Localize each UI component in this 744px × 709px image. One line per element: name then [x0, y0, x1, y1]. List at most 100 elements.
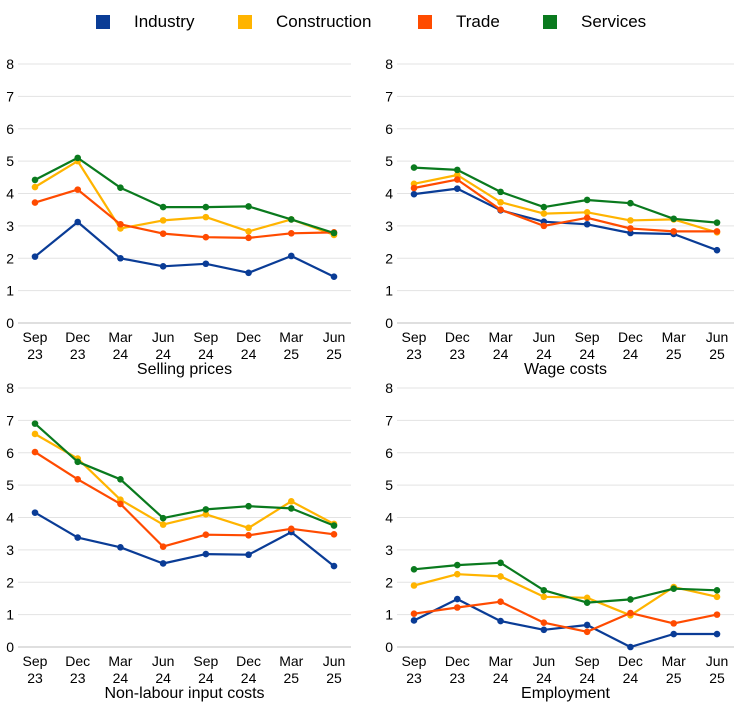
x-tick-label: 25	[283, 670, 299, 686]
data-point-services	[453, 166, 461, 174]
series-line-services	[34, 422, 335, 527]
data-point-trade	[159, 230, 167, 237]
data-point-services	[670, 585, 678, 593]
x-tick-label: 24	[113, 670, 129, 686]
data-point-industry	[670, 630, 678, 638]
x-tick-label: Jun	[323, 329, 346, 345]
data-point-trade	[287, 230, 295, 237]
data-point-services	[159, 514, 167, 522]
data-point-services	[202, 506, 210, 513]
x-tick-label: Dec	[65, 653, 90, 669]
data-point-construction	[453, 570, 461, 578]
x-tick-label: 25	[326, 670, 342, 686]
x-tick-label: Dec	[65, 329, 90, 345]
x-tick-label: 24	[493, 670, 509, 686]
data-point-industry	[540, 626, 548, 634]
data-point-services	[330, 522, 338, 529]
x-tick-label: Sep	[402, 653, 427, 669]
x-tick-label: Mar	[108, 329, 132, 345]
legend-swatch-trade	[418, 15, 432, 29]
y-tick-label: 3	[385, 542, 393, 558]
y-tick-label: 4	[6, 510, 14, 526]
y-tick-label: 0	[385, 639, 393, 655]
x-tick-label: 24	[579, 346, 595, 362]
y-tick-label: 7	[385, 412, 393, 428]
data-point-trade	[670, 620, 678, 627]
chart-legend: Industry Construction Trade Services	[0, 0, 744, 44]
data-point-industry	[202, 260, 210, 268]
x-tick-label: Dec	[618, 653, 643, 669]
data-point-services	[74, 154, 82, 162]
data-point-services	[410, 566, 418, 573]
y-tick-label: 0	[6, 315, 14, 331]
legend-label-services: Services	[581, 12, 647, 31]
series-line-trade	[34, 188, 335, 239]
chart-title: Employment	[521, 685, 610, 702]
data-point-trade	[583, 214, 591, 222]
series-line-trade	[413, 178, 717, 233]
x-tick-label: 24	[113, 346, 129, 362]
legend-item-trade: Trade	[418, 12, 500, 32]
data-point-trade	[583, 628, 591, 636]
chart-non-labour-input-costs: 012345678Sep23Dec23Mar24Jun24Sep24Dec24M…	[6, 380, 351, 702]
data-point-trade	[74, 475, 82, 483]
x-tick-label: Dec	[445, 653, 470, 669]
x-tick-label: Dec	[236, 653, 261, 669]
data-point-services	[117, 184, 124, 191]
data-point-construction	[583, 594, 591, 602]
data-point-industry	[159, 263, 167, 270]
data-point-services	[670, 215, 678, 223]
data-point-trade	[497, 598, 504, 605]
x-tick-label: 24	[198, 670, 214, 686]
legend-swatch-industry	[96, 15, 110, 29]
chart-title: Wage costs	[524, 361, 607, 378]
data-point-services	[245, 203, 252, 210]
x-tick-label: 25	[666, 346, 682, 362]
chart-title: Non-labour input costs	[104, 685, 264, 702]
data-point-construction	[497, 573, 504, 580]
legend-label-industry: Industry	[134, 12, 195, 31]
data-point-trade	[540, 222, 548, 230]
y-tick-label: 1	[6, 607, 14, 623]
y-tick-label: 2	[6, 574, 14, 590]
data-point-construction	[159, 217, 167, 224]
data-point-trade	[117, 220, 124, 228]
data-point-trade	[670, 228, 678, 235]
legend-item-services: Services	[543, 12, 646, 32]
y-tick-label: 2	[385, 250, 393, 266]
data-point-industry	[410, 617, 418, 624]
x-tick-label: 24	[198, 346, 214, 362]
data-point-construction	[453, 171, 461, 179]
data-point-construction	[540, 593, 548, 601]
x-tick-label: 23	[70, 670, 86, 686]
y-tick-label: 6	[6, 121, 14, 137]
data-point-services	[410, 164, 418, 171]
data-point-services	[583, 599, 591, 606]
x-tick-label: Sep	[23, 653, 48, 669]
data-point-industry	[287, 252, 295, 260]
y-tick-label: 0	[385, 315, 393, 331]
legend-item-construction: Construction	[238, 12, 371, 32]
x-tick-label: 24	[536, 346, 552, 362]
data-point-construction	[202, 510, 210, 518]
data-point-industry	[713, 246, 721, 254]
x-tick-label: Mar	[662, 329, 686, 345]
data-point-trade	[74, 186, 82, 193]
y-tick-label: 5	[6, 153, 14, 169]
x-tick-label: 25	[283, 346, 299, 362]
y-tick-label: 6	[385, 445, 393, 461]
y-tick-label: 1	[6, 283, 14, 299]
chart-title: Selling prices	[137, 361, 232, 378]
data-point-construction	[497, 198, 504, 206]
y-tick-label: 3	[6, 218, 14, 234]
data-point-industry	[245, 551, 252, 559]
data-point-industry	[713, 630, 721, 638]
chart-selling-prices: 012345678Sep23Dec23Mar24Jun24Sep24Dec24M…	[6, 56, 351, 378]
data-point-industry	[159, 560, 167, 567]
y-tick-label: 4	[385, 510, 393, 526]
data-point-construction	[159, 521, 167, 528]
data-point-services	[74, 458, 82, 466]
data-point-trade	[453, 176, 461, 183]
data-point-trade	[410, 184, 418, 192]
legend-item-industry: Industry	[96, 12, 194, 32]
